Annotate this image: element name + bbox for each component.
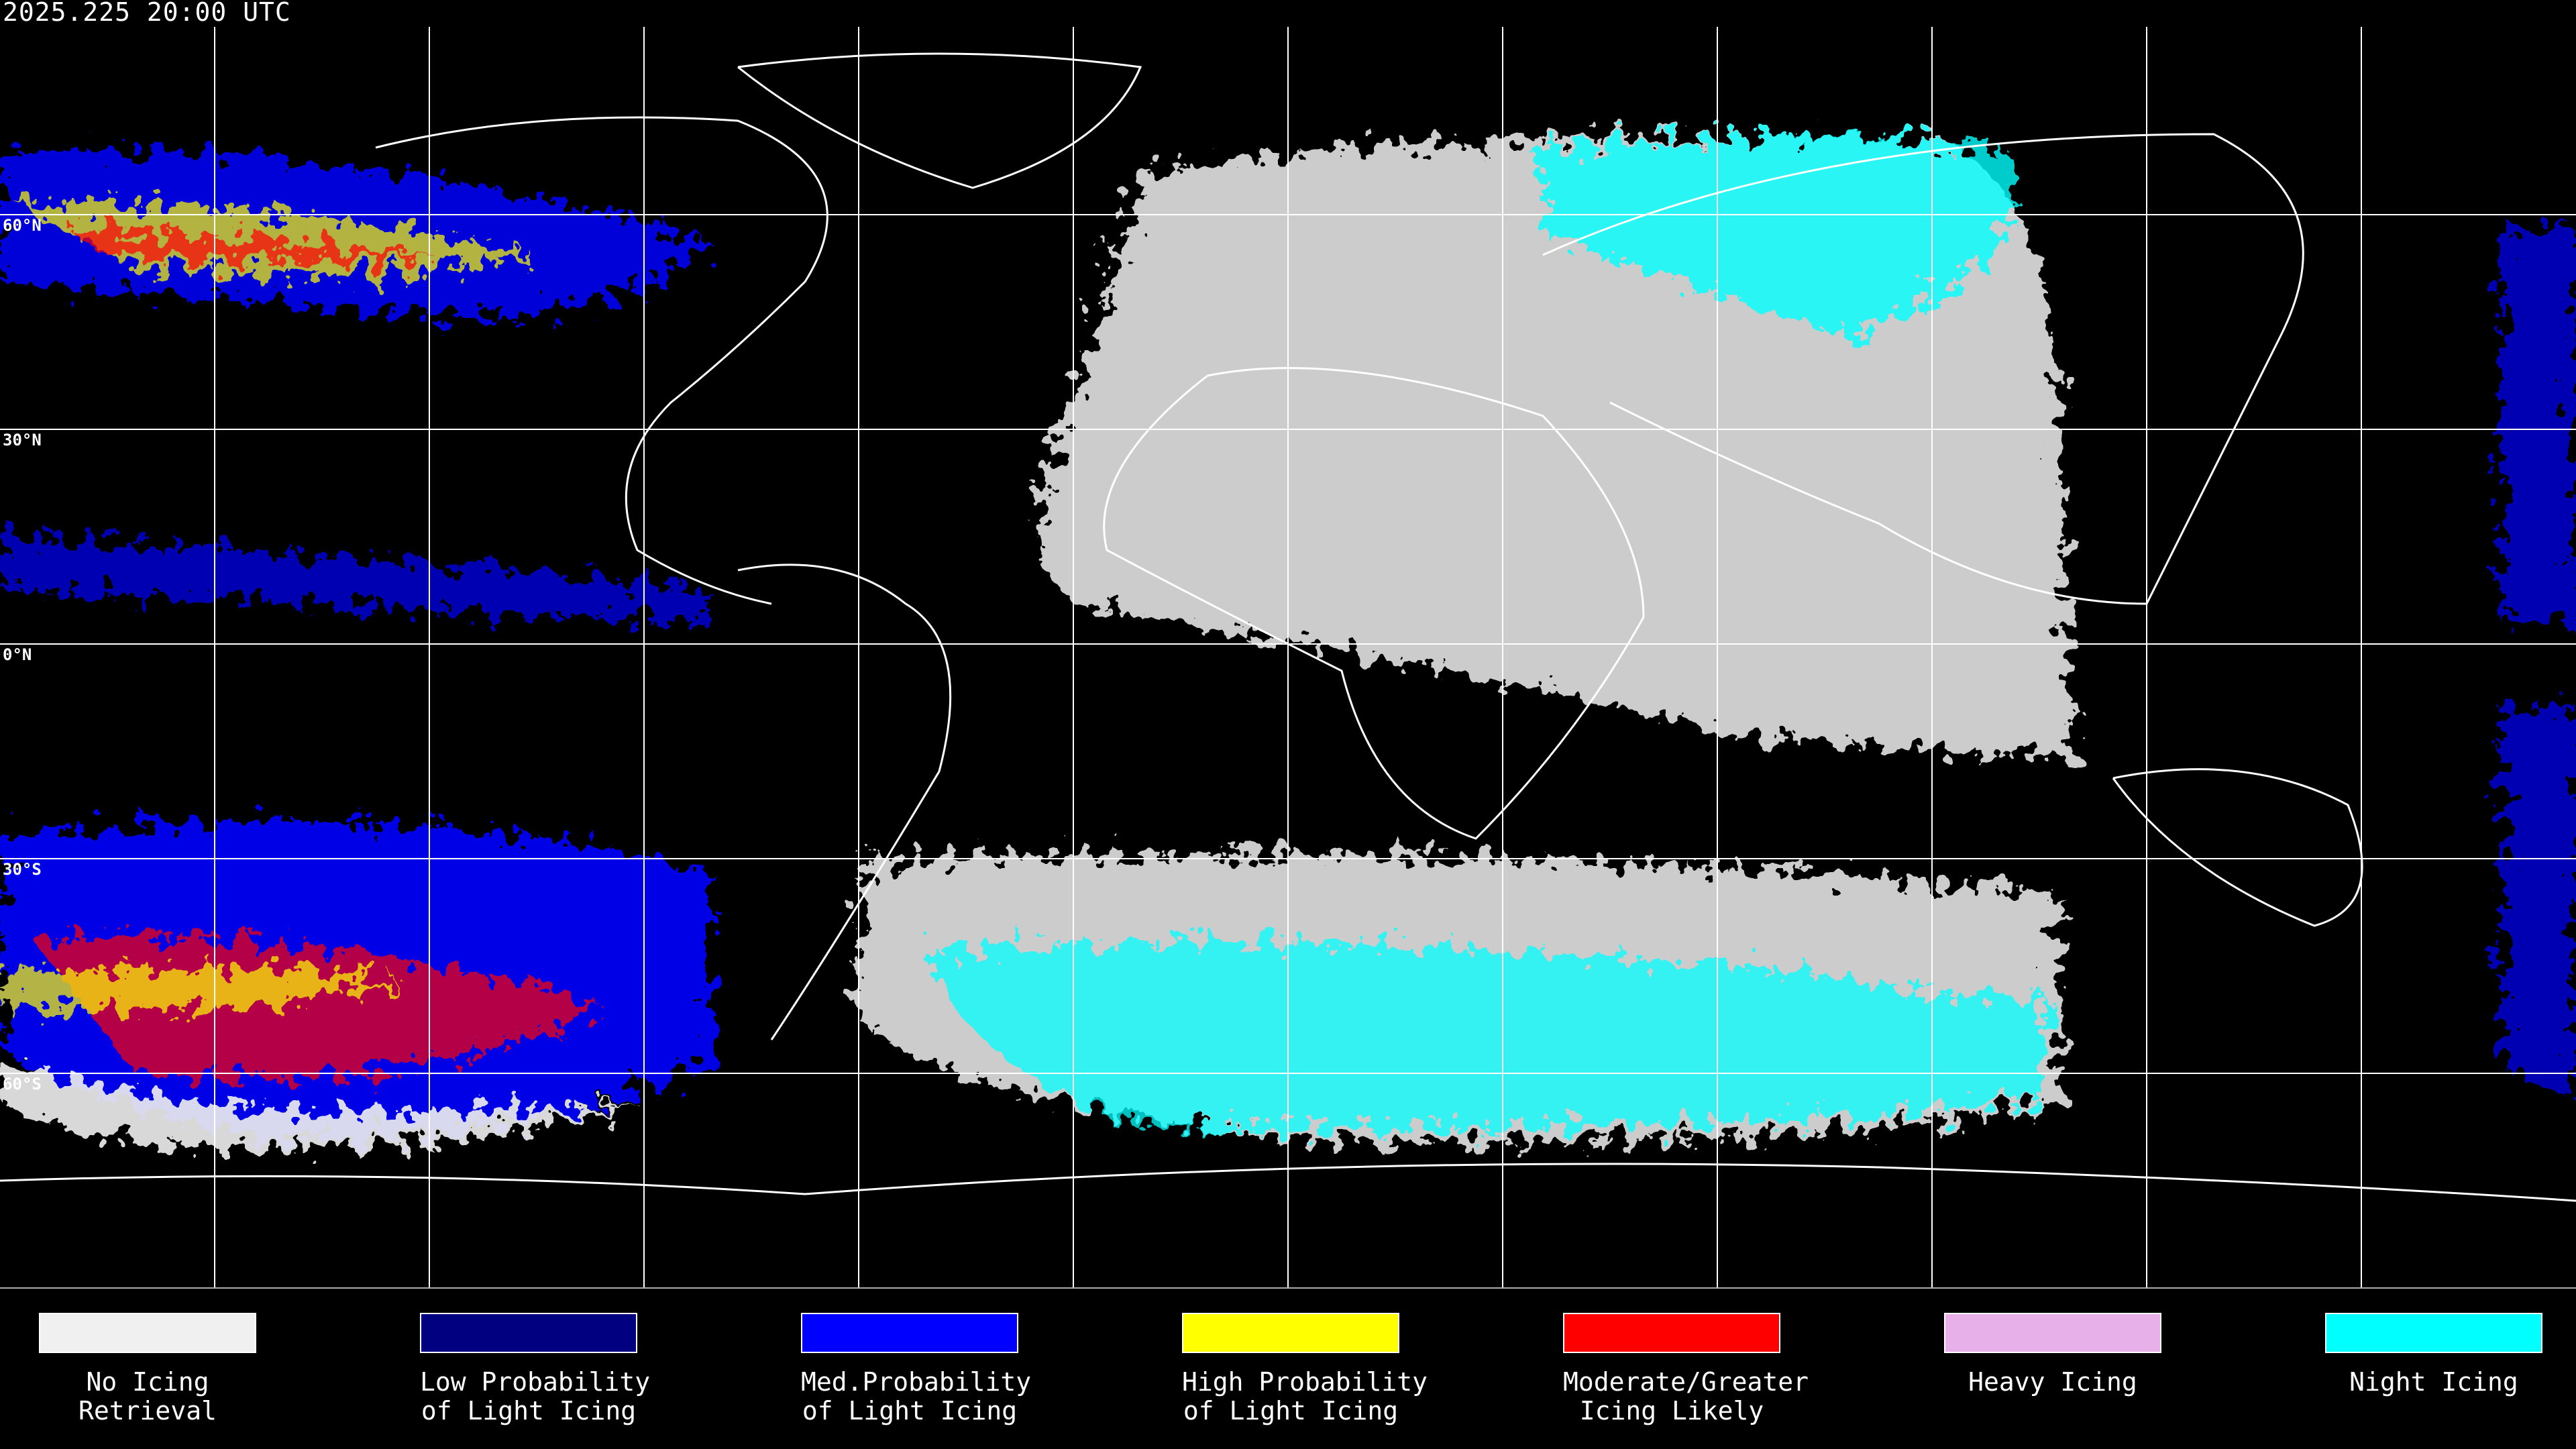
legend-label-line2: of Light Icing [421, 1396, 637, 1426]
legend-item: Night Icing [2325, 1313, 2542, 1397]
legend-label-line1: Moderate/Greater [1563, 1367, 1809, 1397]
legend-label-line1: Low Probability [420, 1367, 651, 1397]
legend-label-line2: Retrieval [78, 1396, 217, 1426]
legend-item: Med.Probability of Light Icing [801, 1313, 1031, 1426]
legend-label: High Probability of Light Icing [1182, 1368, 1428, 1426]
lat-label-30s: 30°S [3, 860, 42, 879]
legend-label-line1: No Icing [86, 1367, 209, 1397]
legend-label-line1: Night Icing [2349, 1367, 2518, 1397]
satellite-imagery [0, 135, 2576, 1148]
legend-item: Heavy Icing [1944, 1313, 2161, 1397]
legend-swatch [1944, 1313, 2161, 1353]
legend-label: No Icing Retrieval [39, 1368, 256, 1426]
legend-item: High Probability of Light Icing [1182, 1313, 1428, 1426]
legend-swatch [1182, 1313, 1399, 1353]
legend-divider [0, 1287, 2576, 1289]
coastlines [0, 52, 2576, 1202]
legend-label: Night Icing [2325, 1368, 2542, 1397]
lat-label-0: 0°N [3, 645, 32, 664]
icing-map [0, 27, 2576, 1288]
lat-label-30n: 30°N [3, 431, 42, 449]
legend-label: Med.Probability of Light Icing [801, 1368, 1031, 1426]
legend-label-line1: High Probability [1182, 1367, 1428, 1397]
legend-label-line2: of Light Icing [802, 1396, 1018, 1426]
legend-swatch [39, 1313, 256, 1353]
legend-swatch [2325, 1313, 2542, 1353]
legend-label: Moderate/Greater Icing Likely [1563, 1368, 1809, 1426]
graticule [0, 27, 2576, 1288]
legend-label: Low Probability of Light Icing [420, 1368, 650, 1426]
legend-label-line1: Heavy Icing [1968, 1367, 2137, 1397]
lat-label-60s: 60°S [3, 1075, 42, 1093]
lat-label-60n: 60°N [3, 216, 42, 235]
legend-label-line2: of Light Icing [1183, 1396, 1399, 1426]
legend-item: No Icing Retrieval [39, 1313, 256, 1426]
timestamp: 2025.225 20:00 UTC [3, 0, 291, 27]
legend-label-line1: Med.Probability [801, 1367, 1032, 1397]
legend-item: Low Probability of Light Icing [420, 1313, 650, 1426]
legend-label: Heavy Icing [1944, 1368, 2161, 1397]
legend-swatch [801, 1313, 1018, 1353]
legend-swatch [1563, 1313, 1780, 1353]
legend-swatch [420, 1313, 637, 1353]
legend-item: Moderate/Greater Icing Likely [1563, 1313, 1809, 1426]
legend-label-line2: Icing Likely [1579, 1396, 1764, 1426]
